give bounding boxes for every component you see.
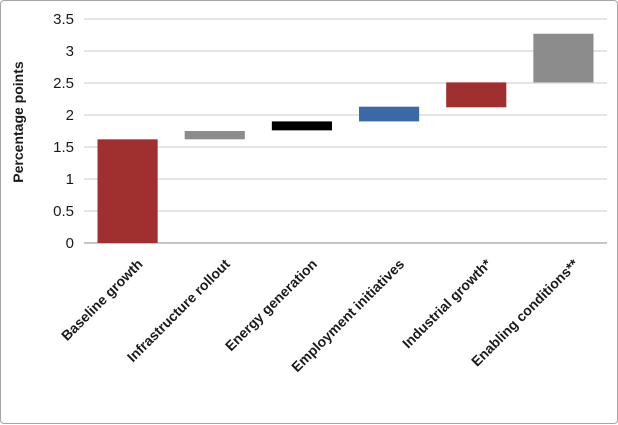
y-tick-label: 2.5 — [53, 75, 74, 92]
bar — [359, 106, 420, 122]
gridlines — [84, 18, 607, 244]
category-label: Industrial growth* — [399, 255, 495, 351]
y-tick-label: 3 — [66, 43, 74, 60]
y-tick-label: 0 — [66, 235, 74, 252]
y-axis-label: Percentage points — [10, 61, 26, 183]
y-tick-label: 2 — [66, 107, 74, 124]
y-tick-label: 3.5 — [53, 11, 74, 28]
category-label: Baseline growth — [58, 256, 146, 344]
bars — [97, 33, 594, 243]
y-tick-label: 1.5 — [53, 139, 74, 156]
bar — [271, 121, 332, 131]
bar — [184, 131, 245, 140]
bar — [533, 33, 594, 83]
y-tick-label: 1 — [66, 171, 74, 188]
y-tick-label: 0.5 — [53, 203, 74, 220]
bar — [446, 82, 507, 108]
bar — [97, 139, 158, 243]
category-label: Energy generation — [222, 256, 320, 354]
y-tick-labels: 0 0.5 1 1.5 2 2.5 3 3.5 — [53, 11, 74, 252]
